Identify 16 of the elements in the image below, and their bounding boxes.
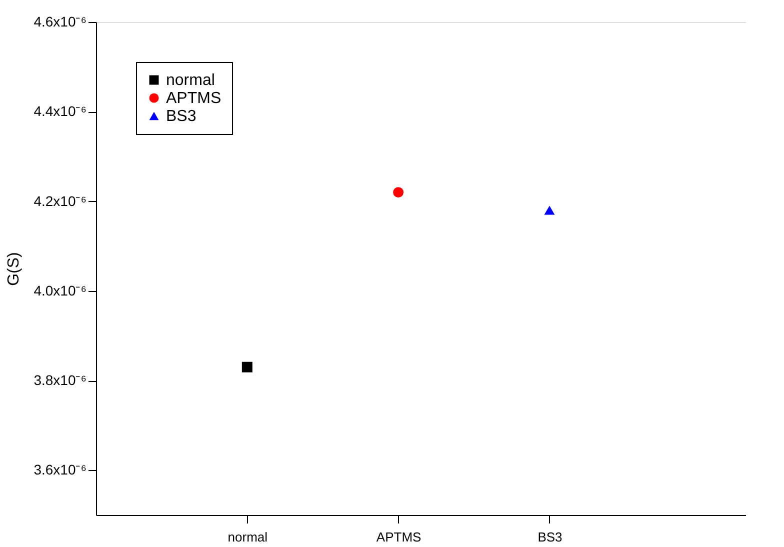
- legend-label: normal: [166, 72, 215, 89]
- y-tick-label: 4.2x10⁻⁶: [34, 192, 86, 209]
- x-tick-label: normal: [228, 530, 268, 544]
- y-tick-label: 3.6x10⁻⁶: [34, 462, 86, 478]
- point: [544, 206, 555, 215]
- y-tick-label: 3.8x10⁻⁶: [34, 372, 86, 388]
- legend-label: BS3: [166, 108, 196, 125]
- x-tick-label: BS3: [538, 530, 562, 544]
- y-tick-label: 4.4x10⁻⁶: [34, 103, 86, 120]
- point: [242, 362, 252, 372]
- y-axis-title: G(S): [6, 252, 23, 286]
- legend-label: APTMS: [166, 90, 222, 107]
- point: [393, 187, 404, 198]
- y-tick-label: 4.6x10⁻⁶: [34, 14, 86, 30]
- x-tick-label: APTMS: [376, 530, 422, 544]
- y-tick-label: 4.0x10⁻⁶: [34, 282, 86, 298]
